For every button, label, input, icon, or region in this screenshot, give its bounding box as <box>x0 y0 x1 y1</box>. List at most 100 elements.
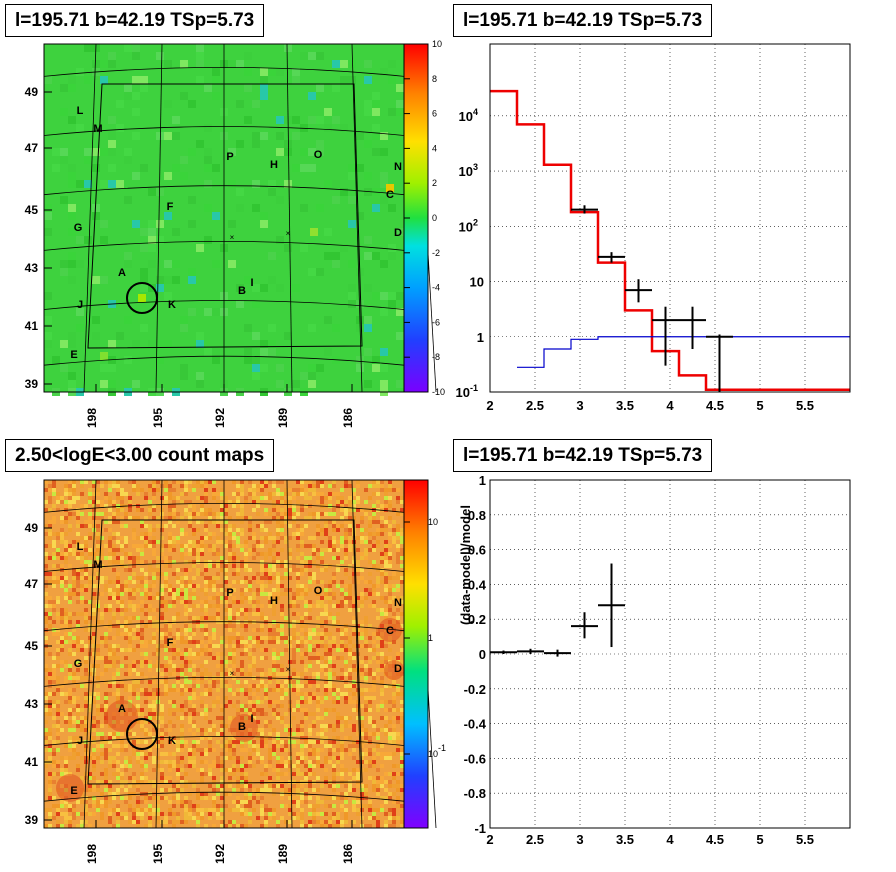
map-pixel <box>136 796 140 800</box>
map-pixel <box>272 608 276 612</box>
map-pixel <box>280 480 284 484</box>
map-pixel <box>400 600 404 604</box>
map-pixel <box>56 536 60 540</box>
map-pixel <box>372 92 380 100</box>
map-pixel <box>324 564 328 568</box>
map-pixel <box>192 528 196 532</box>
map-pixel <box>176 736 180 740</box>
map-pixel <box>264 556 268 560</box>
map-pixel <box>140 544 144 548</box>
map-pixel <box>396 748 400 752</box>
map-pixel <box>368 660 372 664</box>
map-pixel <box>136 576 140 580</box>
map-pixel <box>64 616 68 620</box>
map-pixel <box>72 700 76 704</box>
map-pixel <box>372 688 376 692</box>
map-pixel <box>332 672 336 676</box>
map-pixel <box>220 804 224 808</box>
map-pixel <box>232 676 236 680</box>
map-pixel <box>376 568 380 572</box>
map-pixel <box>324 804 328 808</box>
map-pixel <box>384 612 388 616</box>
map-pixel <box>360 624 364 628</box>
map-pixel <box>252 796 256 800</box>
map-pixel <box>272 784 276 788</box>
map-pixel <box>288 568 292 572</box>
map-pixel <box>284 788 288 792</box>
map-pixel <box>392 736 396 740</box>
map-pixel <box>68 808 72 812</box>
map-pixel <box>136 708 140 712</box>
map-pixel <box>160 736 164 740</box>
map-pixel <box>104 740 108 744</box>
map-pixel <box>268 496 272 500</box>
map-pixel <box>100 552 104 556</box>
map-pixel <box>264 768 268 772</box>
residual-x-tick-label: 3 <box>576 832 583 847</box>
map-pixel <box>388 524 392 528</box>
map-pixel <box>240 808 244 812</box>
map-pixel <box>184 700 188 704</box>
map-pixel <box>192 604 196 608</box>
map-pixel <box>236 688 240 692</box>
map-pixel <box>124 648 128 652</box>
ts-hotspot <box>100 352 108 360</box>
map-pixel <box>172 500 176 504</box>
map-pixel <box>188 268 196 276</box>
map-pixel <box>56 760 60 764</box>
map-pixel <box>400 708 404 712</box>
map-pixel <box>48 500 52 504</box>
map-pixel <box>264 576 268 580</box>
map-pixel <box>68 620 72 624</box>
map-pixel <box>228 772 232 776</box>
map-pixel <box>348 700 352 704</box>
map-pixel <box>64 484 68 488</box>
map-pixel <box>184 584 188 588</box>
map-pixel <box>248 536 252 540</box>
map-pixel <box>268 552 272 556</box>
map-pixel <box>260 796 264 800</box>
map-pixel <box>220 512 224 516</box>
map-pixel <box>392 728 396 732</box>
map-pixel <box>376 500 380 504</box>
map-pixel <box>256 792 260 796</box>
map-pixel <box>120 664 124 668</box>
map-pixel <box>128 508 132 512</box>
map-pixel <box>120 796 124 800</box>
map-pixel <box>168 556 172 560</box>
map-pixel <box>176 520 180 524</box>
map-pixel <box>324 812 328 816</box>
map-pixel <box>144 800 148 804</box>
map-pixel <box>308 564 312 568</box>
map-pixel <box>64 800 68 804</box>
map-pixel <box>380 484 384 488</box>
map-pixel <box>196 380 204 388</box>
ts-colorbar-tick-label: -6 <box>432 317 440 327</box>
map-pixel <box>68 624 72 628</box>
map-pixel <box>336 700 340 704</box>
map-pixel <box>140 672 144 676</box>
map-pixel <box>168 768 172 772</box>
map-pixel <box>216 572 220 576</box>
map-pixel <box>364 236 372 244</box>
map-pixel <box>172 724 176 728</box>
map-pixel <box>360 600 364 604</box>
map-pixel <box>180 576 184 580</box>
map-pixel <box>380 488 384 492</box>
map-pixel <box>200 704 204 708</box>
map-pixel <box>68 84 76 92</box>
map-pixel <box>268 348 276 356</box>
map-pixel <box>216 576 220 580</box>
map-pixel <box>316 556 320 560</box>
map-pixel <box>336 540 340 544</box>
map-pixel <box>284 572 288 576</box>
map-pixel <box>144 516 148 520</box>
map-pixel <box>104 624 108 628</box>
map-pixel <box>252 656 256 660</box>
map-pixel <box>396 780 400 784</box>
y-tick-label: 43 <box>25 697 39 711</box>
map-pixel <box>44 808 48 812</box>
map-pixel <box>188 656 192 660</box>
map-pixel <box>136 720 140 724</box>
map-pixel <box>132 608 136 612</box>
